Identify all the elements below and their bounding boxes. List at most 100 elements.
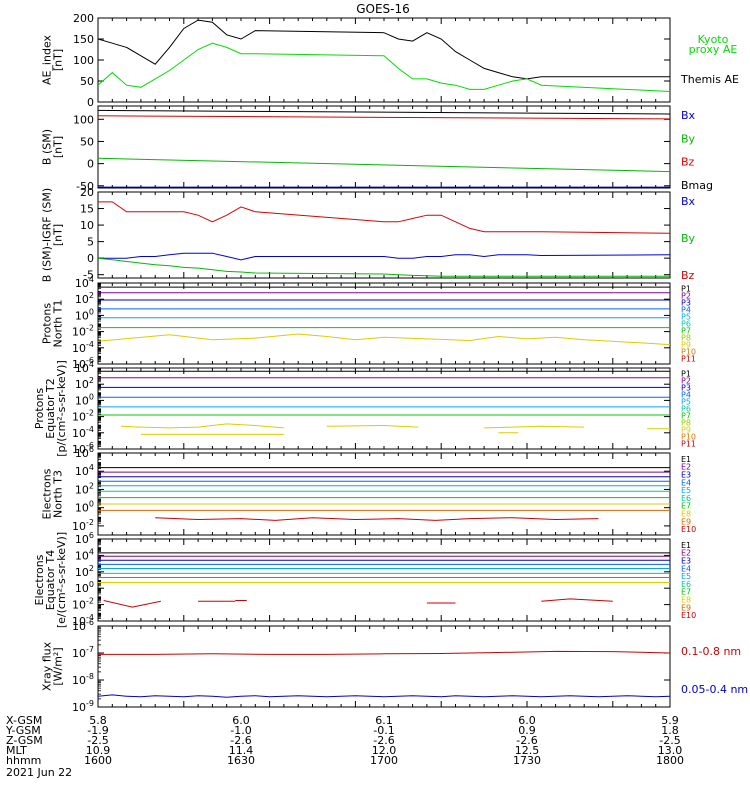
footer-value: 12.5 (515, 744, 540, 757)
legend-entry: P5 (681, 313, 691, 322)
legend-entry: E6 (681, 494, 691, 503)
y-tick-label: 102 (75, 291, 94, 306)
series-line (98, 257, 670, 277)
footer-value: 5.8 (89, 714, 107, 727)
legend-entry: Bmag (681, 179, 713, 192)
y-axis-label: [nT] (52, 224, 65, 246)
legend-entry: E4 (681, 478, 691, 487)
y-axis-label: B (SM)-IGRF (SM) (41, 188, 54, 282)
series-line (98, 650, 670, 655)
y-axis-label: Equator T4 (44, 550, 57, 610)
legend-entry: Themis AE (680, 73, 739, 86)
legend-entry: E2 (681, 549, 691, 558)
series-line (98, 252, 670, 261)
y-axis-label: B (SM) (41, 129, 54, 165)
y-axis-label: North T1 (52, 300, 65, 348)
y-axis-label: [e/(cm²-s-sr-keV)] (55, 532, 68, 628)
y-tick-label: 100 (75, 580, 94, 595)
legend-entry: P9 (681, 341, 691, 350)
y-tick-label: 10-6 (72, 441, 94, 456)
y-axis-label: North T3 (52, 470, 65, 518)
series-group (98, 467, 670, 521)
footer-value: 0.9 (518, 724, 536, 737)
y-tick-label: 10-4 (72, 425, 94, 440)
footer-value: -1.9 (87, 724, 108, 737)
y-tick-label: 0 (87, 158, 94, 171)
legend-entry: P8 (681, 419, 691, 428)
y-tick-label: 15 (80, 203, 94, 216)
series-group (98, 552, 670, 608)
legend-entry: P11 (681, 355, 696, 364)
footer-value: 5.9 (661, 714, 679, 727)
legend-entry: P10 (681, 433, 696, 442)
legend-entry: P1 (681, 370, 691, 379)
series-group (98, 201, 670, 277)
y-tick-label: 10-2 (72, 518, 94, 533)
legend-entry: P7 (681, 327, 691, 336)
footer-value: 13.0 (658, 744, 683, 757)
series-line (98, 694, 670, 698)
y-tick-label: 0 (87, 252, 94, 265)
footer-row-label: hhmm (6, 754, 41, 767)
y-tick-label: 10-6 (72, 618, 94, 633)
legend-entry: P3 (681, 299, 691, 308)
y-axis-label: Electrons (33, 554, 46, 605)
y-tick-label: -5 (83, 269, 94, 282)
legend-entry: P4 (681, 306, 691, 315)
footer-value: -2.5 (87, 734, 108, 747)
legend-entry: E8 (681, 510, 691, 519)
series-line (98, 42, 670, 92)
legend-entry: E10 (681, 611, 696, 620)
series-line (103, 600, 161, 608)
y-axis-label: Electrons (41, 468, 54, 519)
footer-value: 1.8 (661, 724, 679, 737)
footer-row-label: Y-GSM (5, 724, 41, 737)
y-axis-label: Protons (33, 388, 46, 429)
y-tick-label: 104 (75, 547, 94, 562)
legend-entry: P2 (681, 292, 691, 301)
y-tick-label: -50 (76, 180, 94, 193)
series-line (98, 115, 670, 120)
footer-ephemeris: X-GSM 5.8 6.0 6.1 6.0 5.9 Y-GSM -1.9 -1.0 -0.1 0.9… (5, 714, 684, 779)
legend-entry: E8 (681, 596, 691, 605)
y-axis-label: [W/m²] (52, 647, 65, 685)
legend-entry: 0.05-0.4 nm (681, 683, 748, 696)
legend-entry: P3 (681, 384, 691, 393)
footer-row-label: X-GSM (6, 714, 42, 727)
series-group (98, 370, 670, 435)
y-tick-label: 100 (75, 500, 94, 515)
plot-title: GOES-16 (356, 2, 410, 16)
y-tick-label: 10-2 (72, 324, 94, 339)
legend-entry: Bz (681, 269, 695, 282)
legend-entry: E5 (681, 572, 691, 581)
series-line (98, 333, 670, 346)
footer-value: 6.0 (232, 714, 250, 727)
y-tick-label: 5 (87, 236, 94, 249)
y-tick-label: 10-2 (72, 597, 94, 612)
footer-value: 6.1 (375, 714, 393, 727)
legend-entry: E1 (681, 541, 691, 550)
series-line (484, 425, 585, 429)
footer-value: 11.4 (229, 744, 254, 757)
y-axis-label: Protons (41, 303, 54, 344)
footer-value: -0.1 (373, 724, 394, 737)
y-tick-label: 50 (80, 75, 94, 88)
legend-entry: Bx (681, 195, 696, 208)
series-line (98, 19, 670, 80)
legend-entry: E2 (681, 463, 691, 472)
series-group (98, 286, 670, 346)
y-tick-label: 20 (80, 186, 94, 199)
y-axis-label: [nT] (52, 136, 65, 158)
y-tick-label: 100 (73, 113, 94, 126)
legend-entry: E5 (681, 486, 691, 495)
y-tick-label: 106 (75, 531, 94, 546)
legend-entry: Bz (681, 156, 695, 169)
legend-entry: P6 (681, 405, 691, 414)
legend-entry: P11 (681, 440, 696, 449)
footer-row-label: Z-GSM (6, 734, 43, 747)
y-tick-label: 102 (75, 481, 94, 496)
footer-date: 2021 Jun 22 (6, 766, 72, 779)
